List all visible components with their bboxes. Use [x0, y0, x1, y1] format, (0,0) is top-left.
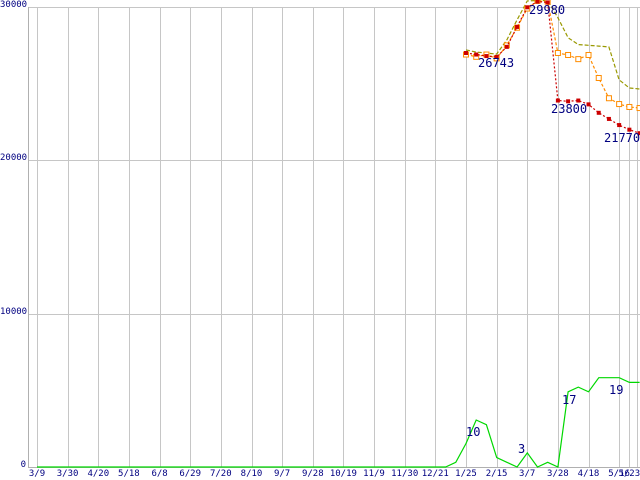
x-tick-label: 1/25 [455, 469, 477, 479]
y-tick-label: 10000 [0, 307, 28, 317]
series-annotation: 29980 [529, 3, 566, 17]
x-tick-label: 5/16 [608, 469, 630, 479]
x-tick-label: 3/28 [547, 469, 569, 479]
series-annotation: 10 [466, 425, 481, 439]
x-tick-label: 4/18 [577, 469, 600, 479]
x-tick-label: 5/18 [118, 469, 140, 479]
x-tick-label: 8/10 [240, 469, 263, 479]
x-tick-label: 7/20 [209, 469, 232, 479]
x-tick-label: 3/9 [28, 469, 46, 479]
x-tick-label: 5/23 [618, 469, 640, 479]
x-tick-label: 9/7 [273, 469, 291, 479]
series-annotation: 26743 [478, 56, 515, 70]
series-annotation: 21770 [604, 131, 640, 145]
x-tick-label: 6/8 [151, 469, 168, 479]
x-tick-label: 4/20 [87, 469, 110, 479]
x-tick-label: 9/28 [301, 469, 324, 479]
x-tick-label: 3/7 [519, 469, 536, 479]
y-tick-label: 20000 [0, 153, 28, 163]
x-tick-label: 12/21 [421, 469, 449, 479]
series-annotation: 17 [562, 393, 577, 407]
y-tick-label: 0 [20, 460, 26, 470]
x-tick-label: 2/15 [485, 469, 508, 479]
series-annotation: 19 [609, 383, 624, 397]
x-tick-label: 6/29 [179, 469, 202, 479]
x-tick-label: 3/30 [56, 469, 79, 479]
x-tick-label: 10/19 [329, 469, 357, 479]
y-tick-label: 30000 [0, 0, 28, 10]
series-annotation: 23800 [551, 102, 588, 116]
x-tick-label: 11/30 [391, 469, 419, 479]
series-annotation: 3 [518, 442, 526, 456]
x-tick-label: 11/9 [363, 469, 385, 479]
